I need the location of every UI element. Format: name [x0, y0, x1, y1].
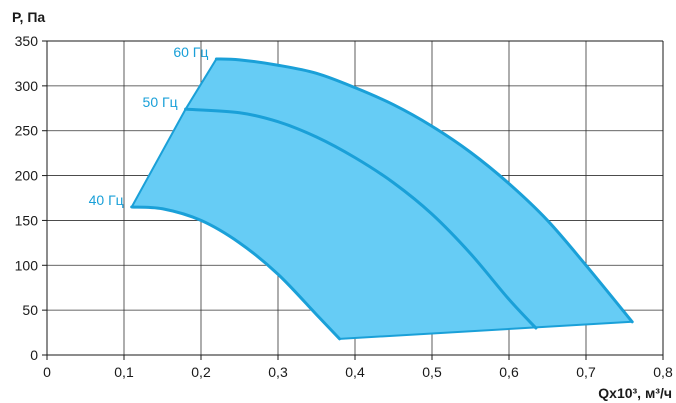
operating-region: [131, 58, 633, 339]
y-tick-label: 300: [15, 78, 39, 94]
x-tick-label: 0,3: [268, 364, 288, 380]
y-tick-label: 100: [15, 257, 39, 273]
y-tick-label: 250: [15, 123, 39, 139]
x-tick-label: 0,1: [114, 364, 134, 380]
y-tick-label: 350: [15, 33, 39, 49]
x-tick-label: 0,6: [499, 364, 519, 380]
y-tick-label: 50: [22, 302, 38, 318]
series-label-1: 40 Гц: [89, 192, 124, 208]
operating-area: [131, 58, 633, 339]
lower-boundary-line: [339, 320, 633, 340]
x-tick-label: 0: [43, 364, 51, 380]
y-axis-title: P, Па: [12, 9, 45, 25]
x-tick-label: 0,7: [576, 364, 596, 380]
curve-3: [214, 57, 634, 324]
x-tick-label: 0,8: [653, 364, 673, 380]
x-tick-label: 0,2: [191, 364, 211, 380]
curves: [130, 57, 634, 341]
labels: 0 0,1 0,2 0,3 0,4 0,5 0,6 0,7 0,8 0 50 100 150 200 250…: [12, 9, 673, 401]
x-tick-label: 0,4: [345, 364, 365, 380]
curve-2: [184, 107, 538, 330]
series-label-2: 50 Гц: [143, 94, 178, 110]
axes: [42, 40, 664, 360]
curve-1: [130, 205, 342, 341]
x-axis-title: Qx10³, м³/ч: [598, 385, 672, 401]
y-tick-label: 150: [15, 212, 39, 228]
x-tick-label: 0,5: [422, 364, 442, 380]
y-tick-label: 0: [30, 347, 38, 363]
series-label-3: 60 Гц: [173, 44, 208, 60]
y-tick-label: 200: [15, 168, 39, 184]
